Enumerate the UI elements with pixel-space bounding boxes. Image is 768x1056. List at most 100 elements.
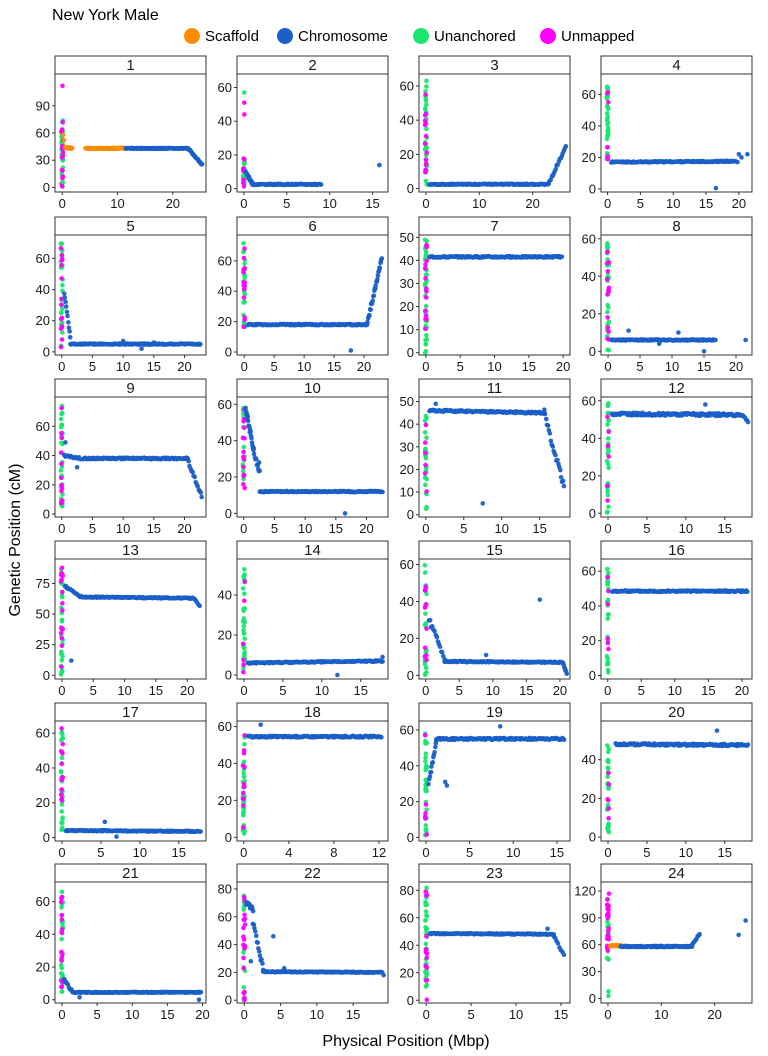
data-point-unmapped [606,287,611,293]
data-point-unmapped [240,481,246,487]
data-point-unmapped [241,267,246,272]
data-point-chromosome [550,444,556,449]
data-point-unanchored [241,623,247,629]
data-point-unmapped [424,258,430,264]
data-point-unmapped [241,184,247,189]
data-point-unanchored [423,303,429,309]
data-point-unmapped [605,249,610,255]
x-tick-label: 10 [679,521,693,536]
x-tick-label: 10 [506,845,520,860]
data-point-unanchored [605,244,611,250]
data-point-unanchored [424,102,429,108]
y-tick-label: 0 [43,344,50,359]
data-point-chromosome [67,335,73,340]
x-tick-label: 10 [315,683,329,698]
y-tick-label: 20 [582,150,596,165]
data-point-unmapped [60,119,66,125]
y-tick-label: 20 [218,965,232,980]
y-tick-label: 40 [582,752,596,767]
data-point-unanchored [241,608,246,613]
panel-points [422,78,569,188]
data-point-chromosome [380,489,385,495]
data-point-chromosome [379,735,384,740]
y-tick-label: 0 [43,180,50,195]
x-tick-label: 10 [679,845,693,860]
data-point-unmapped [606,454,612,459]
data-point-unanchored [59,649,64,655]
data-point-chromosome [434,634,440,640]
data-point-unanchored [604,103,610,109]
data-point-unanchored [59,809,64,814]
y-tick-label: 40 [36,760,50,775]
data-point-chromosome [373,283,378,288]
x-tick-label: 15 [701,683,715,698]
data-point-unanchored [423,337,428,343]
x-tick-label: 15 [172,845,186,860]
data-point-unmapped [423,167,428,173]
data-point-unanchored [59,440,64,446]
legend-item-unmapped: Unmapped [540,28,634,45]
data-point-unanchored [60,820,65,826]
panel-strip-label: 18 [304,704,321,721]
data-point-unanchored [59,422,65,428]
data-point-chromosome [256,460,262,465]
data-point-unmapped [423,276,428,281]
data-point-unanchored [422,418,428,423]
data-point-unmapped [424,657,429,663]
data-point-unmapped [60,741,66,747]
x-tick-label: 10 [133,845,147,860]
data-point-unmapped [241,917,246,923]
data-point-unanchored [241,831,247,836]
x-tick-label: 15 [327,359,341,374]
data-point-unanchored [58,768,64,774]
data-point-chromosome [252,929,258,934]
y-tick-label: 0 [225,506,232,521]
data-point-unmapped [423,308,428,313]
data-point-chromosome [186,458,191,464]
x-tick-label: 10 [116,521,130,536]
data-point-unmapped [605,315,610,320]
data-point-unmapped [423,313,429,318]
data-point-chromosome [561,483,567,489]
legend-label: Unmapped [561,28,634,45]
data-point-unmapped [606,815,611,821]
data-point-unanchored [59,889,65,895]
data-point-unanchored [241,984,247,990]
data-point-unanchored [424,272,430,278]
y-tick-label: 20 [582,306,596,321]
data-point-chromosome [68,658,74,663]
data-point-chromosome [380,659,385,664]
data-point-unanchored [605,566,610,572]
data-point-unmapped [59,589,65,595]
x-tick-label: 10 [116,359,130,374]
data-point-unanchored [423,611,428,616]
data-point-unmapped [58,316,64,322]
data-point-unmapped [241,156,247,162]
data-point-chromosome [318,182,324,187]
panel-frame [600,558,753,680]
y-tick-label: 40 [36,448,50,463]
panel-points [422,237,565,355]
data-point-unmapped [241,781,247,787]
data-point-unanchored [605,86,610,91]
data-point-unanchored [604,661,610,667]
panel-frame [236,396,389,518]
data-point-unmapped [59,324,65,329]
data-point-unmapped [605,154,610,159]
y-tick-label: 80 [218,881,232,896]
data-point-chromosome [63,440,68,445]
data-point-unmapped [60,257,65,262]
data-point-unmapped [60,175,65,181]
y-tick-label: 90 [36,98,50,113]
x-tick-label: 0 [58,521,65,536]
y-tick-label: 20 [400,147,414,162]
y-tick-label: 0 [589,181,596,196]
data-point-unmapped [59,635,65,641]
data-point-chromosome [542,407,547,412]
y-tick-label: 40 [36,927,50,942]
y-tick-label: 60 [582,87,596,102]
